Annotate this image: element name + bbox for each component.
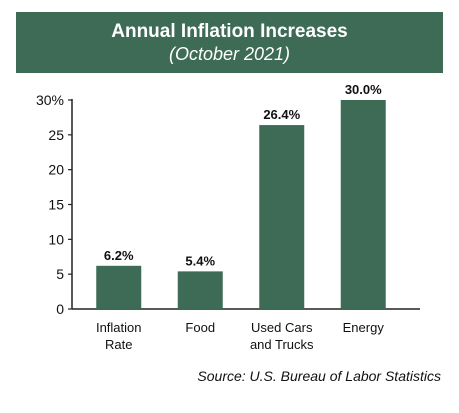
x-category-label: Used Cars and Trucks	[250, 320, 314, 352]
data-label: 5.4%	[185, 253, 215, 268]
chart-title: Annual Inflation Increases	[111, 21, 348, 42]
data-label: 30.0%	[345, 82, 382, 97]
x-category-label-line: Energy	[343, 320, 385, 335]
x-category-label-line: Inflation	[96, 320, 142, 335]
data-label: 26.4%	[263, 107, 300, 122]
y-tick-label: 5	[56, 266, 64, 282]
chart-title-banner: Annual Inflation Increases (October 2021…	[16, 12, 443, 73]
x-category-label: Energy	[343, 320, 385, 335]
x-category-label: Food	[185, 320, 215, 335]
chart-subtitle: (October 2021)	[168, 44, 291, 64]
x-category-label: Inflation Rate	[96, 320, 142, 352]
y-tick-label: 10	[48, 231, 64, 247]
bar	[259, 125, 305, 309]
y-tick-label: 20	[48, 162, 64, 178]
bar	[177, 271, 223, 309]
x-category-label-line: Rate	[105, 337, 132, 352]
y-tick-label: 25	[48, 127, 64, 143]
bar	[340, 100, 386, 309]
y-tick-label: 30%	[36, 92, 64, 108]
x-category-label-line: Food	[185, 320, 215, 335]
y-tick-label: 15	[48, 197, 64, 213]
y-tick-label: 0	[56, 301, 64, 317]
x-category-label-line: and Trucks	[250, 337, 314, 352]
source-note: Source: U.S. Bureau of Labor Statistics	[197, 368, 441, 384]
data-label: 6.2%	[104, 248, 134, 263]
bar	[96, 265, 142, 309]
x-category-label-line: Used Cars	[251, 320, 313, 335]
